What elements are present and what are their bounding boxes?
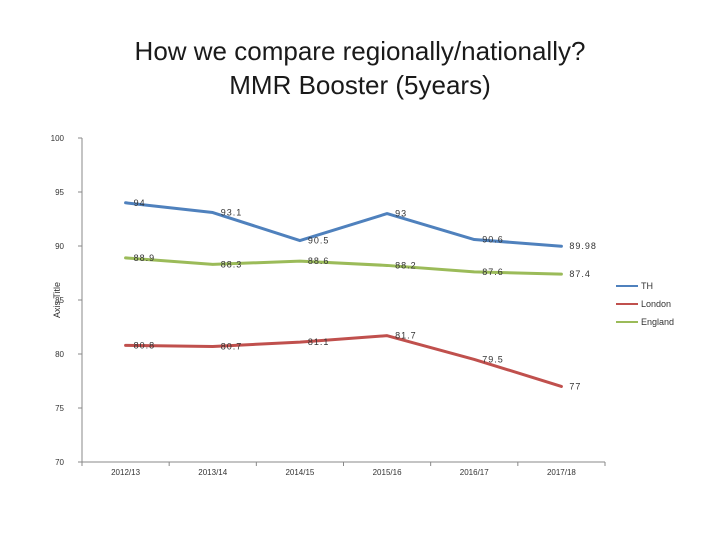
data-label-england: 88.3 [221, 259, 243, 269]
data-label-th: 90.5 [308, 236, 330, 246]
y-axis-title: Axis Title [52, 282, 62, 318]
y-tick-label: 95 [55, 188, 64, 197]
data-label-th: 94 [134, 198, 146, 208]
data-label-london: 81.1 [308, 337, 330, 347]
series-line-london [124, 334, 563, 388]
data-label-england: 88.9 [134, 253, 156, 263]
x-tick-label: 2017/18 [547, 468, 576, 477]
x-tick-label: 2013/14 [198, 468, 227, 477]
series-line-th [124, 201, 563, 248]
y-tick-label: 80 [55, 350, 64, 359]
data-label-london: 79.5 [482, 354, 504, 364]
data-label-london: 81.7 [395, 331, 417, 341]
data-label-england: 87.6 [482, 267, 504, 277]
series-line-england [124, 256, 563, 276]
data-label-england: 88.6 [308, 256, 330, 266]
x-tick-label: 2014/15 [285, 468, 314, 477]
legend-label-england: England [641, 317, 674, 327]
y-tick-label: 70 [55, 458, 64, 467]
y-tick-label: 75 [55, 404, 64, 413]
data-label-th: 89.98 [569, 241, 597, 251]
legend-label-th: TH [641, 281, 653, 291]
data-label-england: 87.4 [569, 269, 591, 279]
y-tick-label: 100 [51, 134, 65, 143]
y-tick-label: 90 [55, 242, 64, 251]
legend-label-london: London [641, 299, 671, 309]
data-label-london: 80.7 [221, 341, 243, 351]
x-tick-label: 2015/16 [373, 468, 402, 477]
x-tick-label: 2012/13 [111, 468, 140, 477]
data-label-london: 80.8 [134, 340, 156, 350]
data-label-th: 93 [395, 209, 407, 219]
data-label-th: 93.1 [221, 208, 243, 218]
chart-subtitle: MMR Booster (5years) [229, 70, 491, 100]
data-label-th: 90.6 [482, 235, 504, 245]
data-label-england: 88.2 [395, 260, 417, 270]
x-tick-label: 2016/17 [460, 468, 489, 477]
chart-title: How we compare regionally/nationally? [134, 36, 586, 66]
y-tick-label: 85 [55, 296, 64, 305]
data-label-london: 77 [569, 381, 581, 391]
